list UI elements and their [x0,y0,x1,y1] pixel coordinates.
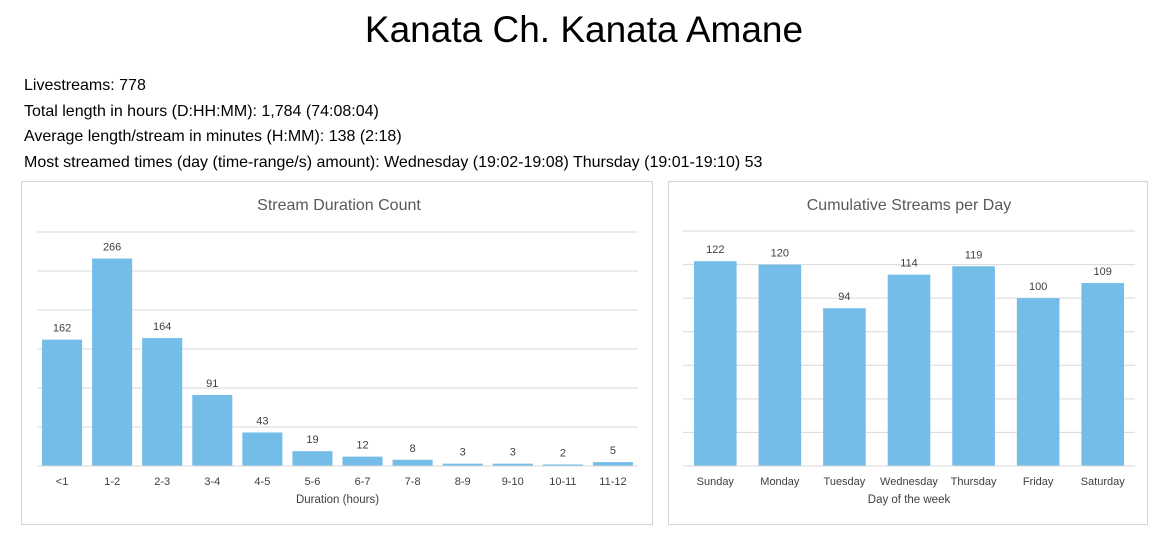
data-label: 2 [560,447,566,459]
bar [492,463,533,466]
x-tick-label: 6-7 [355,476,371,488]
data-label: 19 [306,434,318,446]
bar [758,264,802,466]
x-tick-label: 2-3 [154,476,170,488]
bar [342,456,383,466]
x-tick-label: 3-4 [204,476,220,488]
bar [292,451,333,466]
bar [392,459,433,466]
data-label: 162 [53,323,71,335]
x-tick-label: 1-2 [104,476,120,488]
streams-per-day-chart: Cumulative Streams per Day 122 Sunday 120 Mo… [668,181,1148,525]
x-tick-label: 7-8 [405,476,421,488]
page-title: Kanata Ch. Kanata Amane [364,9,804,50]
bar [92,258,133,466]
bar [693,261,737,466]
x-axis-title: Day of the week [868,494,951,506]
bar [42,339,83,466]
data-label: 164 [153,321,171,333]
bar [542,464,583,466]
data-label: 120 [771,248,789,260]
stream-duration-chart-svg: Stream Duration Count 162 <1 266 1-2 164 2-3 91… [37,197,638,506]
x-tick-label: 4-5 [254,476,270,488]
data-label: 94 [838,291,850,303]
x-tick-label: 10-11 [549,476,576,488]
bar [952,266,995,466]
x-tick-label: <1 [56,476,69,488]
chart-title: Stream Duration Count [257,197,421,214]
chart-title: Cumulative Streams per Day [807,197,1012,214]
data-label: 12 [356,440,368,452]
data-label: 3 [460,447,466,459]
x-tick-label: Tuesday [824,476,866,488]
x-tick-label: Thursday [951,476,997,488]
x-tick-label: Wednesday [880,476,938,488]
data-label: 114 [900,258,918,270]
x-tick-label: Saturday [1081,476,1126,488]
stat-most-streamed-times: Most streamed times (day (time-range/s) … [24,153,763,171]
x-tick-label: 5-6 [305,476,321,488]
x-tick-label: 8-9 [455,476,471,488]
bar [442,463,483,466]
bar [1016,298,1060,466]
x-axis-title: Duration (hours) [296,494,379,506]
bar [1081,283,1125,466]
bar [887,274,931,466]
bar [242,432,283,466]
stats-panel: Livestreams: 778 Total length in hours (… [24,73,762,175]
x-tick-label: 11-12 [599,476,626,488]
data-label: 43 [256,415,268,427]
x-tick-label: Monday [760,476,800,488]
x-tick-label: 9-10 [502,476,524,488]
stat-total-length: Total length in hours (D:HH:MM): 1,784 (… [24,102,379,120]
data-label: 122 [706,244,724,256]
bar [592,462,633,466]
data-label: 3 [510,447,516,459]
x-tick-label: Sunday [697,476,735,488]
data-label: 8 [410,443,416,455]
bar [823,308,866,466]
stat-average-length: Average length/stream in minutes (H:MM):… [24,128,402,145]
data-label: 5 [610,445,616,457]
stream-duration-chart: Stream Duration Count 162 <1 266 1-2 164 2-3 91… [21,181,653,525]
streams-per-day-chart-svg: Cumulative Streams per Day 122 Sunday 120 Mo… [683,197,1135,506]
bar [142,338,183,466]
stat-livestreams: Livestreams: 778 [24,77,146,94]
data-label: 266 [103,242,121,254]
bar [192,395,233,466]
data-label: 91 [206,378,218,390]
data-label: 100 [1029,281,1047,293]
x-tick-label: Friday [1023,476,1054,488]
data-label: 119 [965,249,983,261]
data-label: 109 [1094,266,1112,278]
